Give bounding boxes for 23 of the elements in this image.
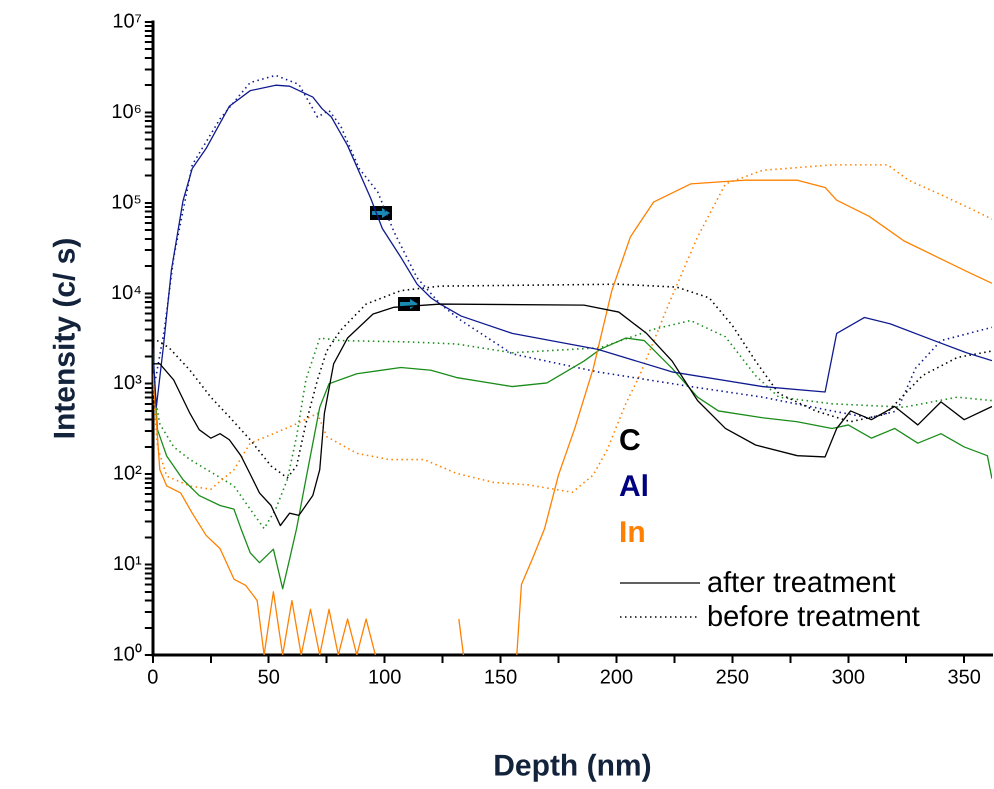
y-tick-label: 10¹ (112, 553, 142, 576)
x-tick-label: 250 (716, 666, 750, 689)
y-tick-label: 10⁷ (112, 10, 142, 33)
text: In (619, 515, 647, 551)
y-tick-label: 10⁵ (111, 191, 142, 214)
annotation: before treatment (707, 600, 920, 634)
x-tick-label: 200 (600, 666, 634, 689)
y-tick-label: 10³ (112, 372, 142, 394)
x-axis-title: Depth (nm) (493, 749, 652, 782)
x-tick-label: 350 (947, 666, 981, 689)
text: Al (619, 469, 650, 505)
x-tick-label: 50 (258, 666, 280, 689)
y-tick-label: 10² (112, 462, 142, 485)
y-tick-label: 10⁴ (110, 282, 142, 304)
y-axis-title: Intensity (c/ s) (48, 238, 82, 440)
x-tick-label: 300 (832, 666, 865, 689)
annotation: after treatment (707, 566, 896, 600)
x-tick-label: 0 (147, 666, 158, 689)
text: C (619, 423, 642, 459)
x-tick-label: 100 (368, 666, 402, 689)
y-tick-label: 10⁰ (112, 642, 142, 666)
y-tick-label: 10⁶ (111, 100, 142, 123)
x-tick-label: 150 (484, 666, 518, 689)
